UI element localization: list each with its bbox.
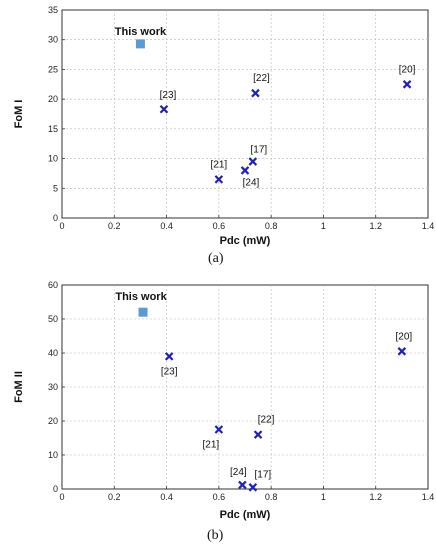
y-tick-label: 50 <box>48 314 58 324</box>
x-tick-label: 0.6 <box>213 221 226 231</box>
y-axis-label: FoM I <box>13 100 25 129</box>
y-axis-label: FoM II <box>13 371 25 403</box>
data-label: [22] <box>253 73 270 84</box>
y-tick-label: 30 <box>48 382 58 392</box>
data-label: [20] <box>396 331 413 342</box>
data-label: [17] <box>254 469 271 480</box>
data-point-ref-17 <box>248 483 258 492</box>
x-tick-label: 1.2 <box>369 221 382 231</box>
y-tick-label: 10 <box>48 450 58 460</box>
x-tick-label: 0 <box>59 221 64 231</box>
x-tick-label: 1.2 <box>369 492 382 502</box>
data-label: This work <box>115 291 167 303</box>
data-label: [24] <box>243 177 260 188</box>
y-tick-label: 25 <box>48 64 58 74</box>
data-label: This work <box>115 26 167 38</box>
x-tick-label: 1 <box>321 492 326 502</box>
data-label: [17] <box>250 145 267 156</box>
data-point-ref-17 <box>248 157 258 166</box>
x-tick-label: 1 <box>321 221 326 231</box>
data-label: [21] <box>211 159 228 170</box>
data-point-ref-22 <box>251 88 260 98</box>
chart-fom-ii: 0 0.2 0.4 0.6 0.8 1 1.2 1.4 0 10 20 30 40 50 60 Pdc (mW… <box>13 280 435 521</box>
data-label: [23] <box>161 366 178 377</box>
x-tick-label: 0.8 <box>265 492 278 502</box>
y-tick-label: 5 <box>53 183 58 193</box>
data-point-ref-20 <box>397 347 407 356</box>
y-tick-label: 40 <box>48 348 58 358</box>
x-tick-label: 0.2 <box>108 221 121 231</box>
data-point-ref-20 <box>402 80 412 89</box>
x-axis-label: Pdc (mW) <box>220 509 271 521</box>
data-point-ref-22 <box>253 430 263 439</box>
data-point-ref-24 <box>238 480 247 490</box>
y-tick-label: 10 <box>48 154 58 164</box>
data-point-ref-23 <box>164 352 174 361</box>
data-point-ref-21 <box>214 425 224 434</box>
y-tick-label: 0 <box>53 484 58 494</box>
caption-b: (b) <box>207 528 224 543</box>
x-tick-label: 0 <box>59 492 64 502</box>
data-label: [23] <box>160 90 177 101</box>
y-tick-label: 20 <box>48 416 58 426</box>
plot-area <box>61 9 429 219</box>
data-label: [22] <box>258 415 275 426</box>
y-tick-label: 30 <box>48 35 58 45</box>
x-tick-label: 1.4 <box>422 492 435 502</box>
data-label: [20] <box>399 64 416 75</box>
y-tick-label: 35 <box>48 5 58 15</box>
x-tick-label: 0.6 <box>213 492 226 502</box>
y-tick-label: 20 <box>48 94 58 104</box>
x-tick-label: 0.4 <box>160 221 173 231</box>
y-tick-label: 15 <box>48 124 58 134</box>
data-point-this-work <box>135 39 145 49</box>
data-point-ref-23 <box>159 104 169 114</box>
plot-area <box>61 284 429 490</box>
chart-fom-i: 0 0.2 0.4 0.6 0.8 1 1.2 1.4 0 5 10 15 20 25 30 35 Pdc (m… <box>13 5 435 247</box>
x-tick-label: 0.4 <box>160 492 173 502</box>
x-axis-label: Pdc (mW) <box>220 235 271 247</box>
data-point-this-work <box>138 307 148 317</box>
y-tick-label: 60 <box>48 280 58 290</box>
data-point-ref-24 <box>240 166 250 175</box>
data-point-ref-21 <box>214 175 224 184</box>
caption-a: (a) <box>208 251 224 266</box>
x-tick-label: 0.8 <box>265 221 278 231</box>
x-tick-label: 0.2 <box>108 492 121 502</box>
x-tick-label: 1.4 <box>422 221 435 231</box>
y-tick-label: 0 <box>53 213 58 223</box>
data-label: [21] <box>203 440 220 451</box>
data-label: [24] <box>230 467 247 478</box>
